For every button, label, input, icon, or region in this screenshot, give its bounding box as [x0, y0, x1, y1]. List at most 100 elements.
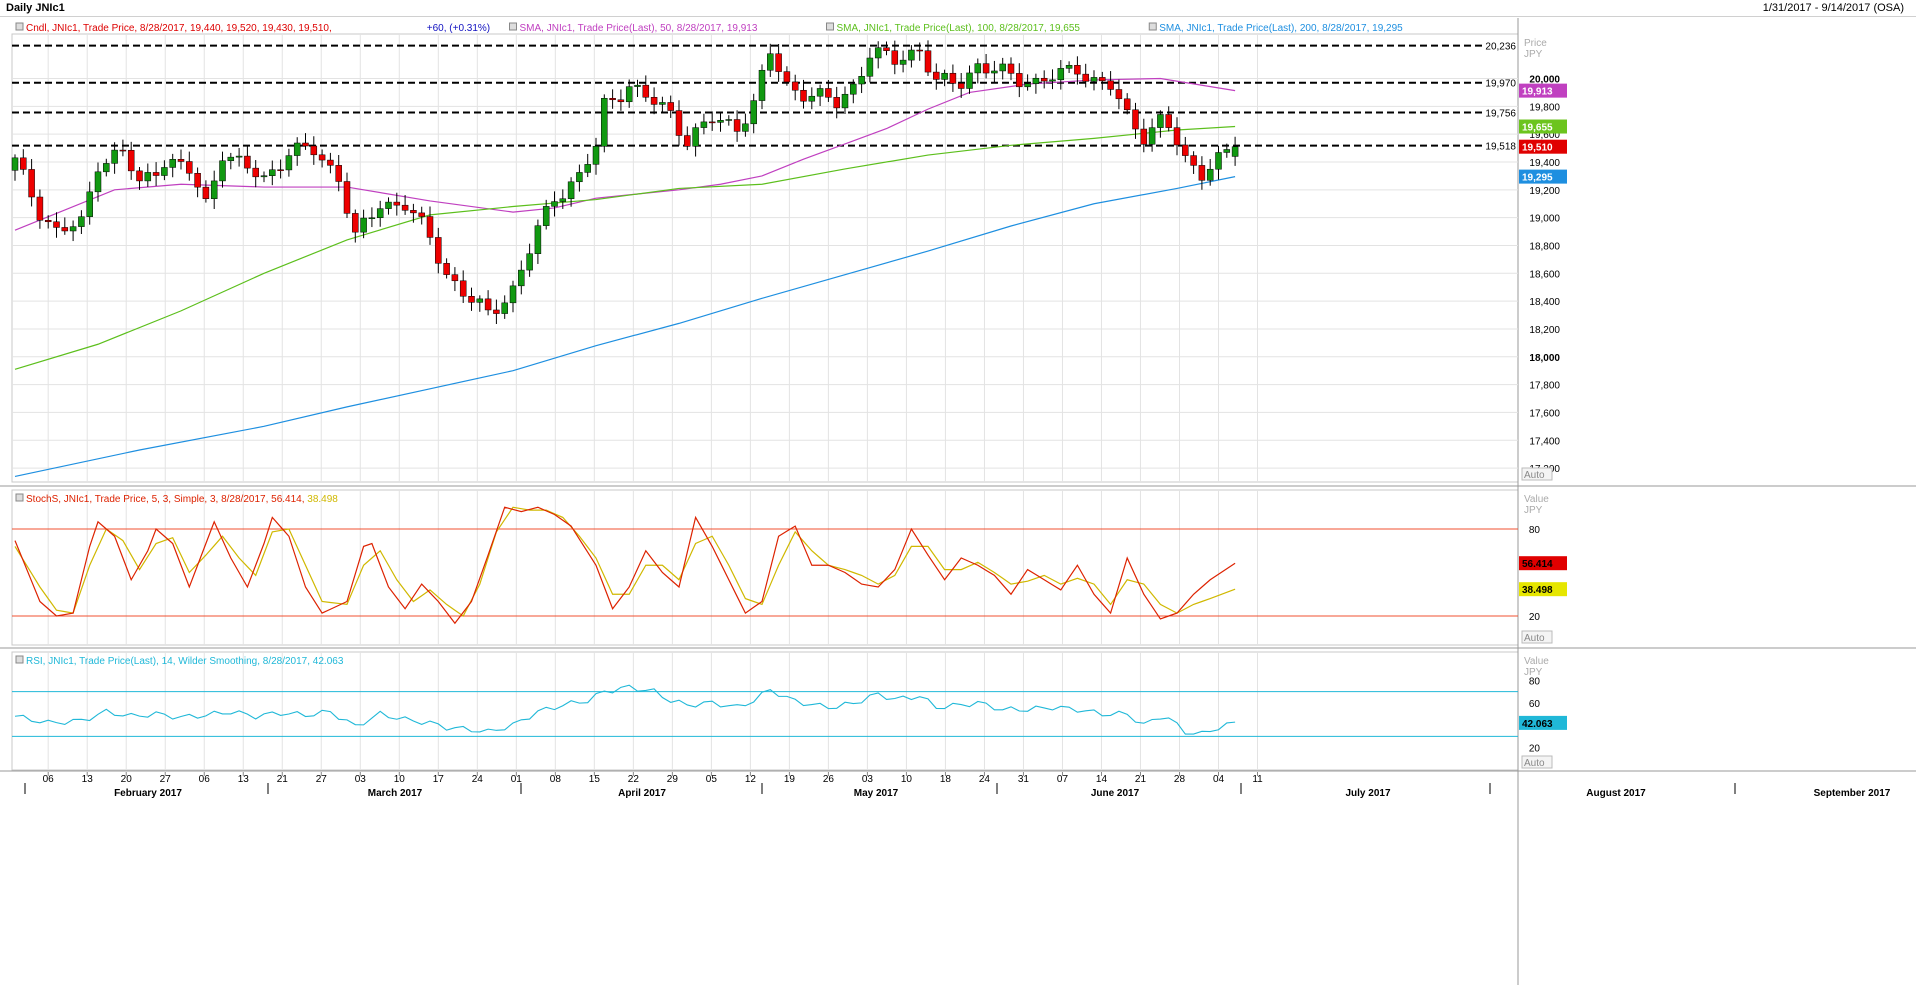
candle [1132, 102, 1139, 139]
candle [1016, 63, 1023, 98]
candle [642, 75, 650, 102]
candle [1157, 110, 1164, 138]
candle-body [1016, 73, 1023, 88]
candle-body [592, 146, 600, 165]
x-day-label: 06 [43, 774, 55, 785]
rsi-auto-label: Auto [1524, 758, 1545, 769]
candle-body [1140, 128, 1148, 145]
candle-body [534, 225, 542, 254]
candle-body [1190, 155, 1197, 166]
candle-body [1115, 89, 1123, 100]
candle-body [385, 201, 392, 209]
candle-body [144, 172, 152, 182]
candle [69, 220, 77, 242]
candle-body [941, 72, 948, 80]
legend-icon [15, 22, 24, 31]
legend-price-item: +60, (+0.31%) [427, 23, 490, 34]
candle-body [659, 102, 666, 105]
stoch-tag-text: 56.414 [1522, 559, 1553, 570]
candle [509, 280, 517, 313]
candle-body [252, 167, 259, 178]
level-label: 19,518 [1485, 142, 1516, 153]
candle [310, 136, 318, 165]
candle [1182, 136, 1189, 163]
candle [202, 180, 210, 203]
candle [136, 166, 143, 190]
stoch-tag [1519, 582, 1567, 597]
candle [443, 258, 450, 279]
legend-icon [509, 22, 517, 31]
rsi-tick-label: 80 [1529, 676, 1541, 687]
price-tick-label: 18,600 [1529, 269, 1560, 280]
candle [733, 110, 741, 142]
candle [1231, 136, 1239, 166]
candle-body [617, 99, 625, 103]
candle [650, 87, 658, 115]
stoch-tag-text: 38.498 [1522, 585, 1553, 596]
candle-body [916, 49, 923, 52]
candle-body [850, 83, 857, 95]
candle [1082, 63, 1089, 88]
candle-body [991, 70, 998, 74]
rsi-auto-button[interactable] [1521, 755, 1553, 769]
candle-body [692, 127, 699, 147]
price-unit: JPY [1524, 49, 1543, 60]
candle [493, 299, 500, 325]
candle [1040, 70, 1048, 89]
candle [675, 100, 683, 146]
candle-body [526, 253, 533, 271]
candle-body [1049, 79, 1056, 82]
candle [352, 209, 359, 243]
candle [941, 69, 948, 87]
candle-body [169, 159, 176, 168]
candle-body [1065, 65, 1073, 69]
price-auto-button[interactable] [1521, 467, 1553, 481]
candle-body [219, 160, 226, 182]
price-auto-label: Auto [1524, 470, 1545, 481]
candle [252, 160, 259, 188]
candle-body [318, 154, 326, 161]
candle [625, 79, 633, 108]
candle-body [542, 206, 550, 226]
candle-body [733, 119, 741, 132]
stoch-auto-button[interactable] [1521, 630, 1553, 644]
candle-body [742, 123, 749, 132]
candle-body [443, 263, 450, 275]
candle-body [750, 100, 757, 125]
candle [1215, 145, 1222, 180]
candle-body [310, 145, 318, 156]
candle [966, 65, 973, 94]
level-label: 19,756 [1485, 108, 1516, 119]
x-day-label: 10 [901, 774, 913, 785]
candle [293, 137, 301, 166]
candle [1190, 151, 1197, 174]
candle-body [194, 173, 201, 188]
price-tag [1519, 83, 1567, 98]
candle [285, 148, 293, 177]
candle [1115, 79, 1123, 110]
candle-body [791, 81, 799, 91]
candle-body [1032, 77, 1040, 84]
rsi-tag-text: 42.063 [1522, 719, 1553, 730]
x-day-label: 22 [628, 774, 640, 785]
candle-body [1206, 168, 1214, 181]
candle [426, 206, 434, 245]
rsi-tag [1519, 715, 1567, 730]
candle [991, 60, 998, 83]
candle-body [1040, 77, 1048, 82]
candle-body [410, 210, 417, 214]
candle-body [227, 156, 235, 162]
candle-body [700, 121, 708, 128]
candle [144, 163, 152, 187]
candle-body [1107, 80, 1114, 90]
stoch-k-line [14, 506, 1236, 625]
candle-body [858, 76, 865, 85]
panel-frame [11, 489, 1519, 646]
candle-body [1090, 77, 1098, 82]
candle-body [609, 98, 616, 101]
chart-svg[interactable]: 17,20017,40017,60017,80018,00018,20018,4… [0, 16, 1916, 991]
candle-body [1123, 98, 1131, 111]
candle [899, 50, 907, 73]
legend-icon [1148, 22, 1157, 31]
